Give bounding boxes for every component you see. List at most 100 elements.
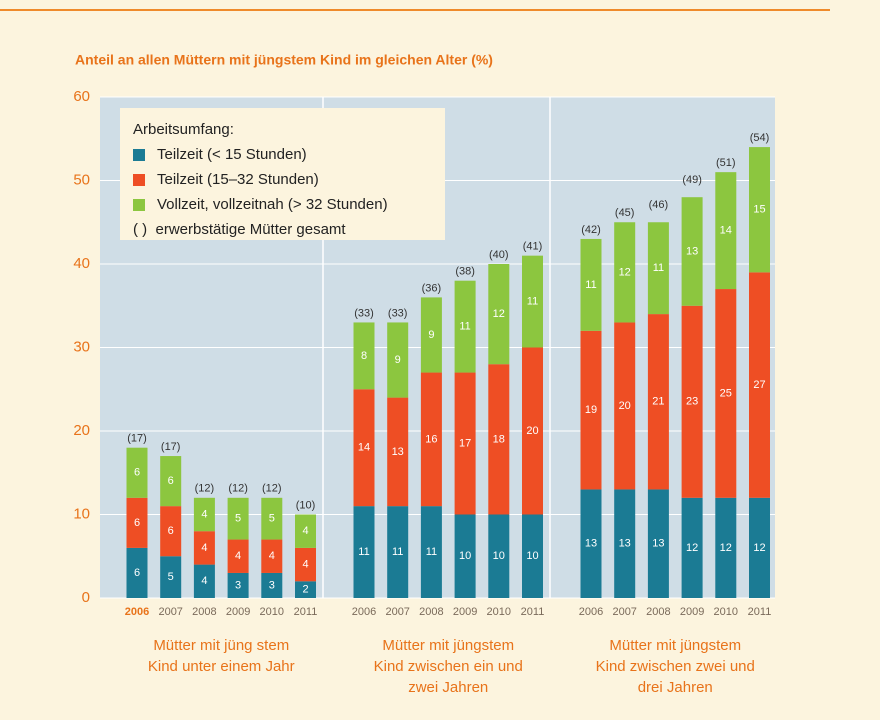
x-tick-label: 2009 [453,606,477,618]
legend-swatch [133,199,145,211]
segment-label: 11 [527,295,538,307]
segment-label: 4 [302,559,308,571]
bar-segment [488,364,510,515]
segment-label: 17 [459,437,471,449]
chart-title: Anteil an allen Müttern mit jüngstem Kin… [75,52,493,68]
bar-segment [681,497,703,598]
bar-segment [261,539,283,573]
x-tick-label: 2007 [158,606,182,618]
segment-label: 12 [619,266,631,278]
segment-label: 6 [168,525,174,537]
segment-label: 12 [720,542,732,554]
y-tick-label: 10 [73,505,90,522]
x-tick-label: 2010 [260,606,284,618]
y-tick-label: 40 [73,255,90,272]
segment-label: 5 [168,571,174,583]
segment-label: 6 [134,567,140,579]
bar-segment [353,506,375,598]
total-label: (51) [716,157,736,169]
segment-label: 18 [493,433,505,445]
x-tick-label: 2010 [487,606,511,618]
segment-label: 11 [392,546,403,558]
bar-segment [420,372,442,507]
bar-segment [580,330,602,490]
total-label: (45) [615,207,635,219]
bar-segment [227,497,249,540]
x-tick-label: 2006 [579,606,603,618]
bar-segment [126,547,148,598]
total-label: (12) [228,483,248,495]
total-label: (33) [388,307,408,319]
segment-label: 5 [235,513,241,525]
bar-segment [488,264,510,365]
segment-label: 10 [493,550,505,562]
segment-label: 4 [201,575,207,587]
x-tick-label: 2010 [714,606,738,618]
legend-label: Teilzeit (< 15 Stunden) [157,146,307,163]
segment-label: 13 [585,538,597,550]
bar-segment [454,372,476,515]
segment-label: 5 [269,513,275,525]
bar-segment [681,305,703,498]
legend-label: Teilzeit (15–32 Stunden) [157,171,319,188]
segment-label: 2 [302,584,308,596]
group-label: Mütter mit jüng stem [153,637,289,654]
segment-label: 11 [459,321,470,333]
bar-segment [647,314,669,490]
bar-segment [193,531,215,565]
bar-segment [353,322,375,390]
bar-segment [749,147,770,273]
segment-label: 10 [526,550,538,562]
bar-segment [522,255,543,348]
legend-swatch [133,174,145,186]
segment-label: 4 [201,542,207,554]
bar-segment [295,581,316,598]
x-tick-label: 2006 [352,606,376,618]
bar-segment [126,497,148,548]
bar-segment [715,289,737,498]
bar-segment [387,322,409,398]
total-label: (41) [523,241,543,253]
bar-segment [420,506,442,598]
x-tick-label: 2007 [385,606,409,618]
y-tick-label: 20 [73,422,90,439]
segment-label: 12 [753,542,765,554]
bar-segment [749,272,770,498]
bar-segment [715,497,737,598]
x-tick-label: 2008 [646,606,670,618]
total-label: (49) [682,174,702,186]
segment-label: 9 [395,354,401,366]
bar-segment [160,456,182,507]
bar-segment [580,238,602,331]
bar-segment [261,572,283,598]
x-tick-label: 2006 [125,606,149,618]
bar-segment [488,514,510,598]
total-label: (12) [262,483,282,495]
bar-segment [715,172,737,290]
total-label: (54) [750,132,770,144]
total-label: (38) [455,266,475,278]
total-label: (17) [161,441,181,453]
segment-label: 3 [269,579,275,591]
segment-label: 6 [168,475,174,487]
segment-label: 4 [269,550,275,562]
bar-segment [387,397,409,507]
segment-label: 19 [585,404,597,416]
total-label: (12) [195,483,215,495]
bar-segment [681,197,703,306]
segment-label: 8 [361,350,367,362]
bar-segment [522,347,543,515]
bar-segment [353,389,375,507]
x-tick-label: 2011 [521,606,545,618]
segment-label: 4 [235,550,241,562]
total-label: (36) [422,282,442,294]
segment-label: 4 [201,508,207,520]
segment-label: 27 [753,379,765,391]
group-label: Kind zwischen ein und [374,658,523,675]
segment-label: 14 [358,442,370,454]
bar-segment [160,506,182,557]
segment-label: 6 [134,467,140,479]
bar-segment [160,556,182,598]
segment-label: 20 [526,425,538,437]
